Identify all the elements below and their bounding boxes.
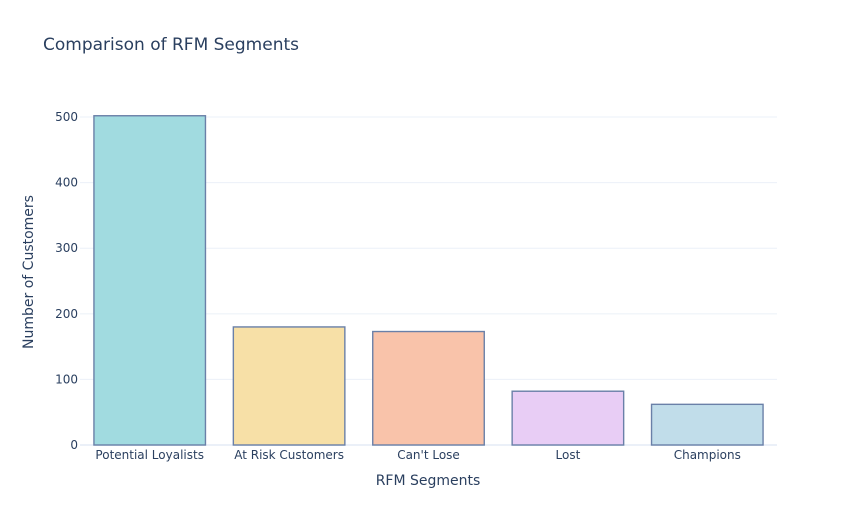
bar xyxy=(93,115,207,446)
y-tick-label: 400 xyxy=(55,176,78,190)
y-axis-title: Number of Customers xyxy=(21,195,37,349)
x-tick-label: Lost xyxy=(556,448,581,462)
y-tick-label: 500 xyxy=(55,110,78,124)
bar xyxy=(650,403,764,446)
chart-title: Comparison of RFM Segments xyxy=(43,35,299,55)
y-tick-label: 300 xyxy=(55,241,78,255)
bar xyxy=(232,326,346,446)
bar xyxy=(372,330,485,446)
y-tick-label: 100 xyxy=(55,372,78,386)
x-tick-label: Champions xyxy=(674,448,741,462)
y-tick-label: 200 xyxy=(55,307,78,321)
bar xyxy=(511,390,625,446)
y-axis-ticks: 0 100 200 300 400 500 xyxy=(55,110,78,452)
x-tick-label: At Risk Customers xyxy=(234,448,344,462)
x-tick-label: Potential Loyalists xyxy=(95,448,204,462)
x-axis-title: RFM Segments xyxy=(376,473,481,489)
x-tick-label: Can't Lose xyxy=(397,448,460,462)
x-axis-ticks: Potential Loyalists At Risk Customers Can'… xyxy=(95,448,740,462)
y-tick-label: 0 xyxy=(70,438,78,452)
bars xyxy=(93,115,764,446)
